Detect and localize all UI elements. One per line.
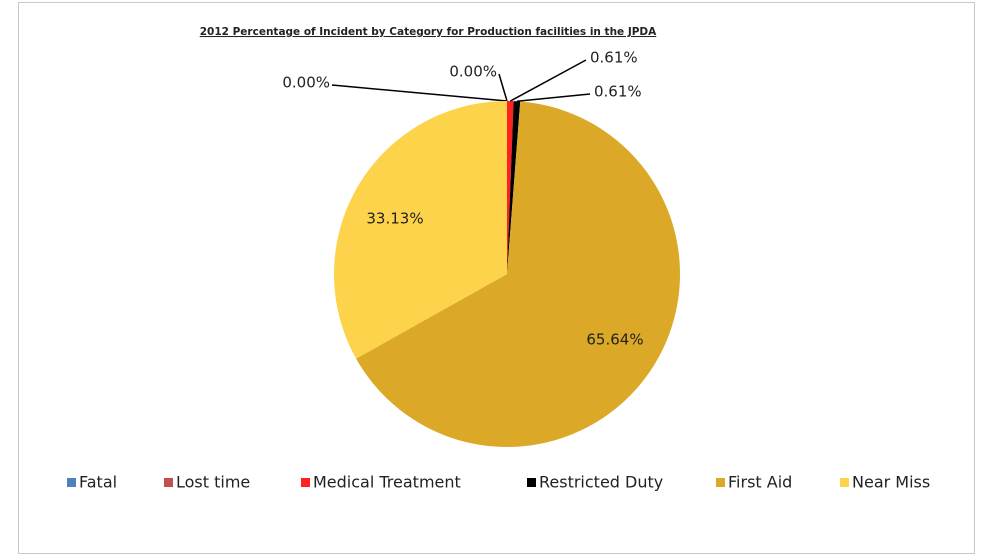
legend-label: Near Miss — [852, 473, 930, 492]
leader-line — [516, 93, 591, 103]
leader-line — [509, 59, 587, 102]
data-label: 0.61% — [590, 49, 638, 67]
data-label: 0.00% — [449, 63, 497, 81]
data-label: 0.61% — [594, 83, 642, 101]
legend-label: Medical Treatment — [313, 473, 461, 492]
data-label: 0.00% — [282, 74, 330, 92]
legend-label: Restricted Duty — [539, 473, 663, 492]
pie-slice — [334, 101, 507, 359]
leader-line — [331, 84, 508, 102]
legend-swatch — [716, 478, 725, 487]
chart-title: 2012 Percentage of Incident by Category … — [200, 26, 657, 38]
leader-line — [498, 73, 508, 102]
legend-swatch — [301, 478, 310, 487]
legend-swatch — [527, 478, 536, 487]
legend-swatch — [840, 478, 849, 487]
data-label: 33.13% — [366, 210, 423, 228]
legend-label: First Aid — [728, 473, 792, 492]
legend-label: Fatal — [79, 473, 117, 492]
legend-swatch — [164, 478, 173, 487]
pie-slice — [356, 101, 680, 448]
legend-label: Lost time — [176, 473, 250, 492]
data-label: 65.64% — [586, 331, 643, 349]
pie-slice — [507, 101, 521, 274]
pie-slice — [507, 101, 514, 274]
legend-swatch — [67, 478, 76, 487]
